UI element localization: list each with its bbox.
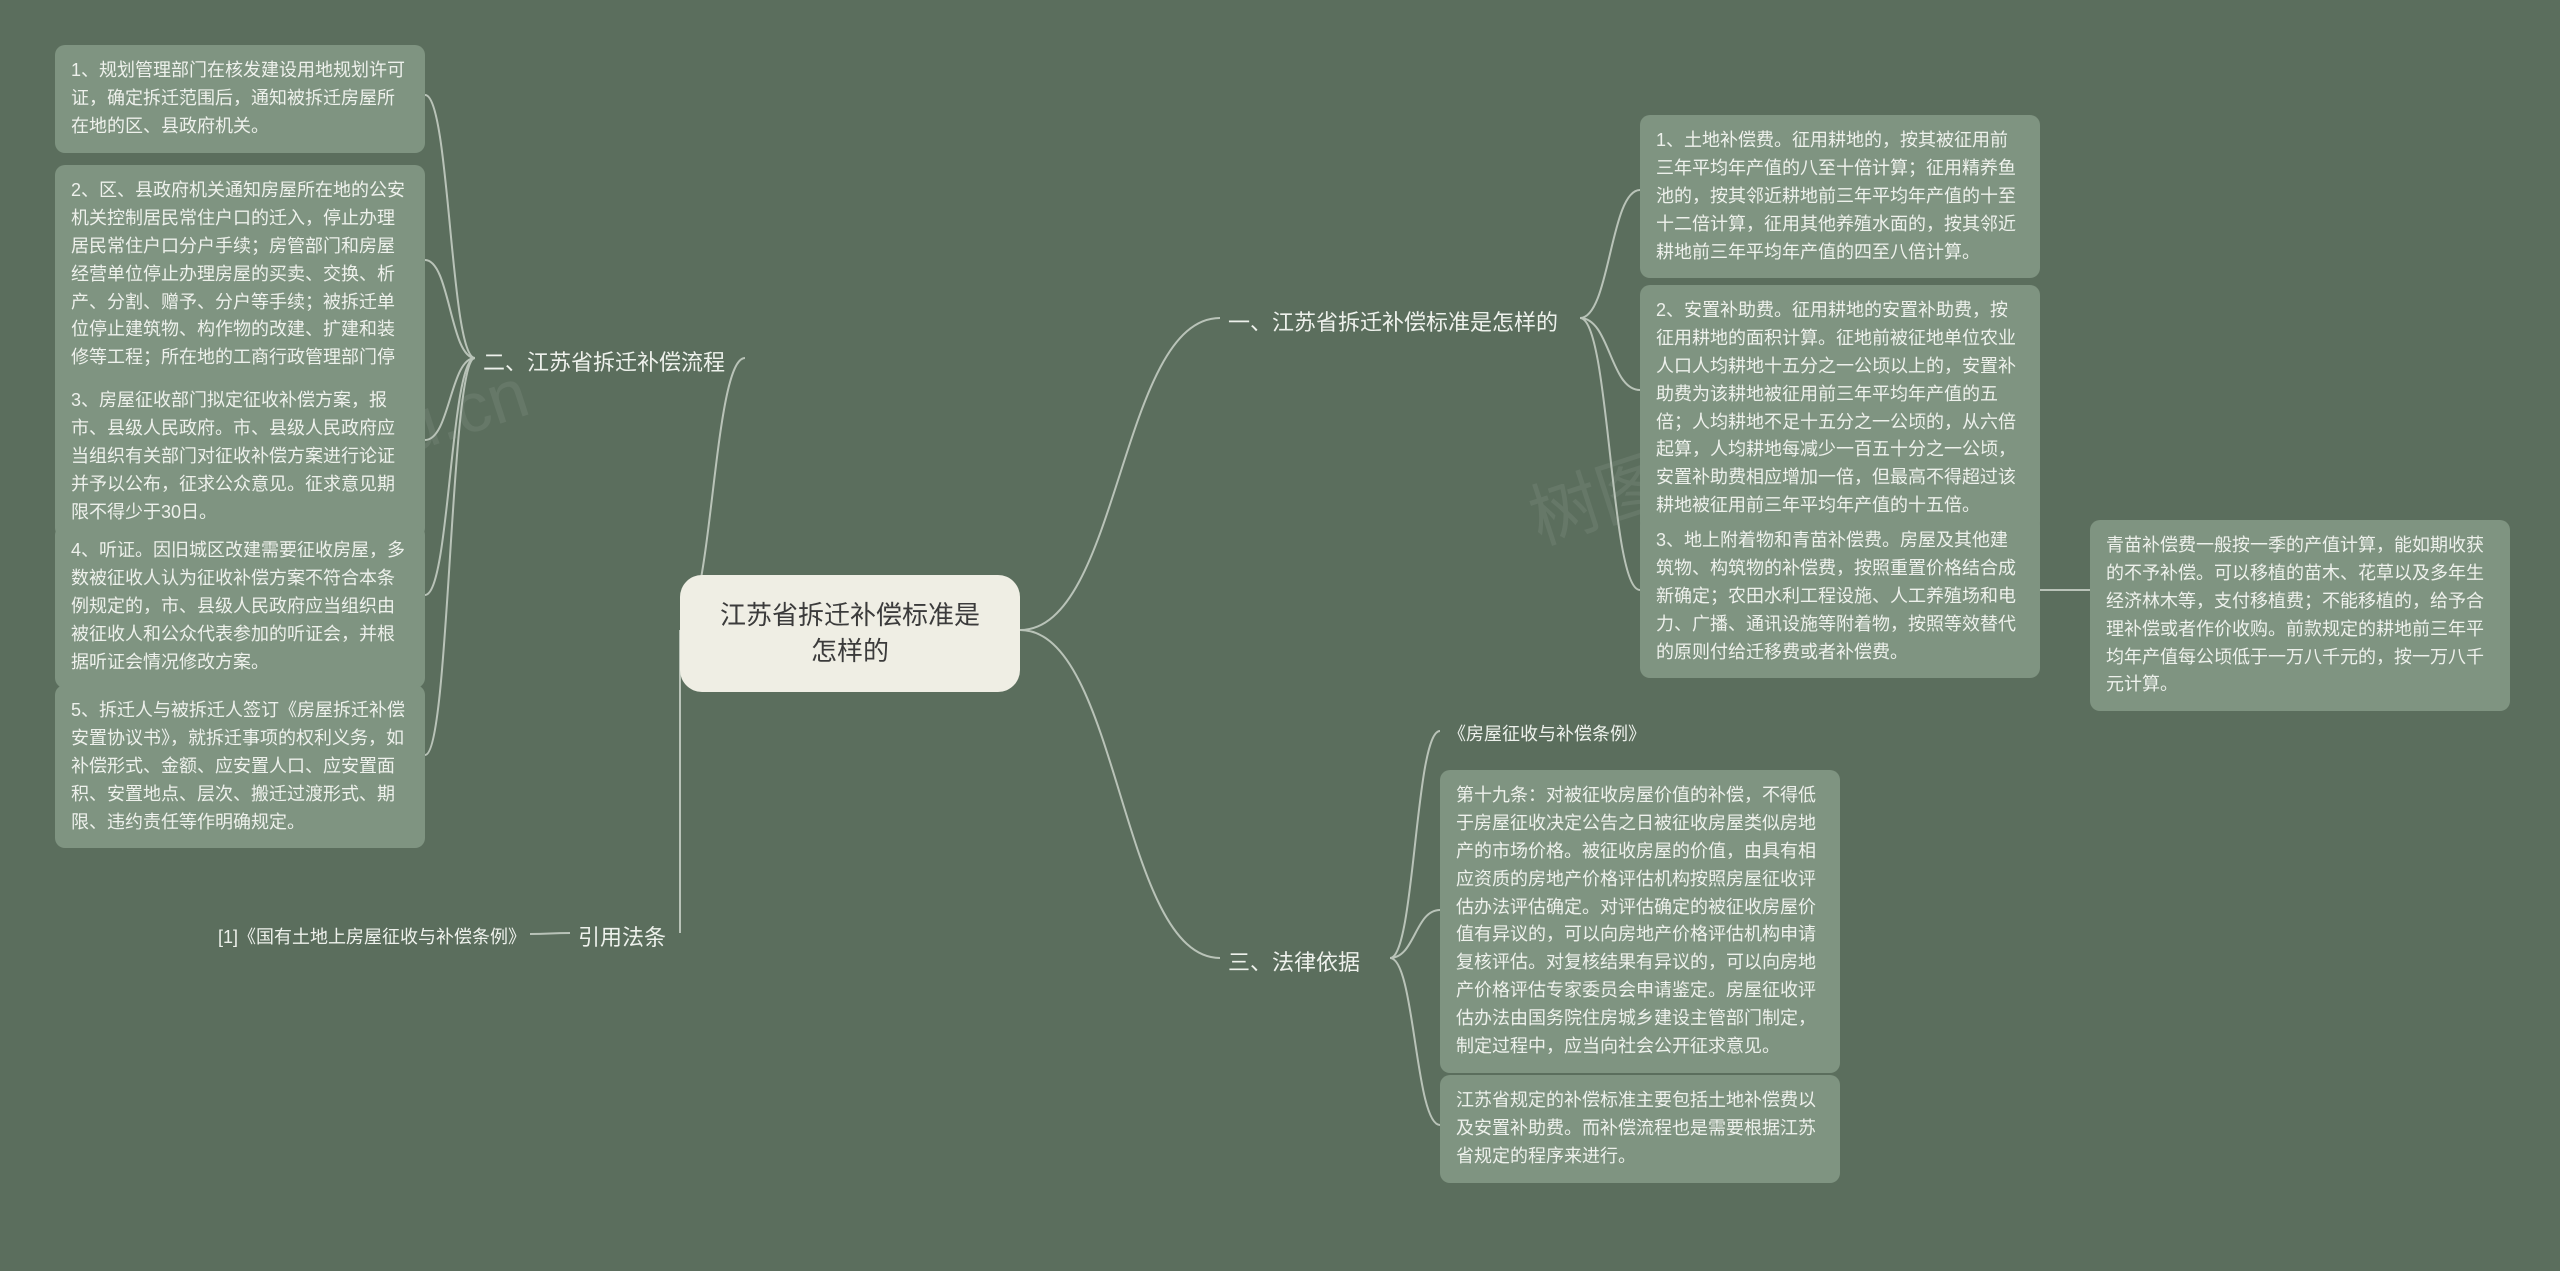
node-b2c5: 5、拆迁人与被拆迁人签订《房屋拆迁补偿安置协议书》，就拆迁事项的权利义务，如补偿… [55, 685, 425, 848]
node-b2c4: 4、听证。因旧城区改建需要征收房屋，多数被征收人认为征收补偿方案不符合本条例规定… [55, 525, 425, 688]
branch-b4: 引用法条 [570, 915, 680, 961]
node-b1c1: 1、土地补偿费。征用耕地的，按其被征用前三年平均年产值的八至十倍计算；征用精养鱼… [1640, 115, 2040, 278]
node-b3c1: 《房屋征收与补偿条例》 [1440, 715, 1700, 755]
node-b1c2: 2、安置补助费。征用耕地的安置补助费，按征用耕地的面积计算。征地前被征地单位农业… [1640, 285, 2040, 532]
node-b2c3: 3、房屋征收部门拟定征收补偿方案，报市、县级人民政府。市、县级人民政府应当组织有… [55, 375, 425, 538]
node-b1c3: 3、地上附着物和青苗补偿费。房屋及其他建筑物、构筑物的补偿费，按照重置价格结合成… [1640, 515, 2040, 678]
branch-b1: 一、江苏省拆迁补偿标准是怎样的 [1220, 300, 1580, 346]
branch-b3: 三、法律依据 [1220, 940, 1390, 986]
branch-b2: 二、江苏省拆迁补偿流程 [475, 340, 745, 386]
node-b4c1: [1]《国有土地上房屋征收与补偿条例》 [210, 918, 530, 958]
root-node: 江苏省拆迁补偿标准是怎样的 [680, 575, 1020, 692]
node-b2c1: 1、规划管理部门在核发建设用地规划许可证，确定拆迁范围后，通知被拆迁房屋所在地的… [55, 45, 425, 153]
node-b3c3: 江苏省规定的补偿标准主要包括土地补偿费以及安置补助费。而补偿流程也是需要根据江苏… [1440, 1075, 1840, 1183]
mindmap-canvas: 树图 shutu.cn树图 shutu.cn江苏省拆迁补偿标准是怎样的一、江苏省… [0, 0, 2560, 1271]
node-b3c2: 第十九条：对被征收房屋价值的补偿，不得低于房屋征收决定公告之日被征收房屋类似房地… [1440, 770, 1840, 1073]
node-b1c3a: 青苗补偿费一般按一季的产值计算，能如期收获的不予补偿。可以移植的苗木、花草以及多… [2090, 520, 2510, 711]
